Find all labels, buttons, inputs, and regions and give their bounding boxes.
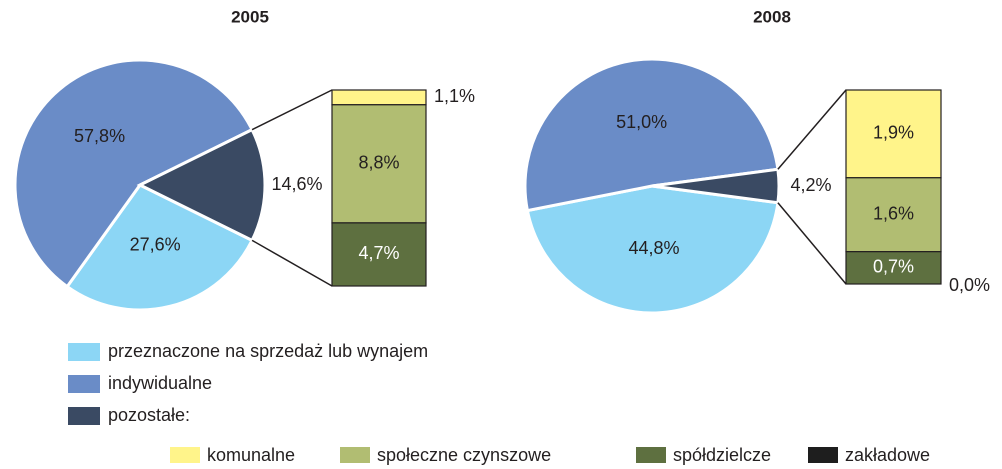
pie-label: 57,8%	[74, 126, 125, 146]
legend-label: komunalne	[207, 445, 295, 465]
bar-segment	[845, 177, 942, 253]
legend-swatch	[808, 447, 838, 463]
bar-segment	[331, 89, 427, 106]
connector	[251, 239, 333, 287]
pie-slice	[136, 127, 267, 243]
bar-label: 1,6%	[873, 203, 914, 223]
legend-swatch	[68, 375, 100, 393]
legend-swatch	[68, 343, 100, 361]
legend-label: pozostałe:	[108, 405, 190, 425]
bar-segment	[331, 104, 427, 224]
bar-segment	[845, 89, 942, 179]
chart-title: 2005	[231, 7, 269, 26]
legend-label: spółdzielcze	[673, 445, 771, 465]
bar-label: 1,9%	[873, 123, 914, 143]
legend-swatch	[636, 447, 666, 463]
connector	[251, 89, 333, 131]
bar-segment	[331, 222, 427, 287]
legend-label: zakładowe	[845, 445, 930, 465]
pie-label: 44,8%	[628, 238, 679, 258]
bar-label: 4,7%	[358, 243, 399, 263]
pie-label: 14,6%	[271, 174, 322, 194]
legend-label: indywidualne	[108, 373, 212, 393]
bar-label: 0,7%	[873, 257, 914, 277]
bar-label: 8,8%	[358, 153, 399, 173]
pie-slice	[523, 57, 780, 213]
connector	[777, 202, 847, 285]
connector	[777, 89, 847, 170]
pie-slice	[13, 58, 255, 289]
legend-label: przeznaczone na sprzedaż lub wynajem	[108, 341, 428, 361]
pie-slice	[651, 167, 781, 205]
pie-slice	[525, 184, 780, 315]
chart-title: 2008	[753, 7, 791, 26]
bar-label: 1,1%	[434, 86, 475, 106]
legend-swatch	[170, 447, 200, 463]
bar-label: 0,0%	[949, 275, 990, 295]
pie-slice	[65, 183, 255, 312]
pie-label: 4,2%	[790, 175, 831, 195]
legend-swatch	[68, 407, 100, 425]
legend-label: społeczne czynszowe	[377, 445, 551, 465]
legend-swatch	[340, 447, 370, 463]
pie-label: 51,0%	[616, 112, 667, 132]
pie-label: 27,6%	[130, 234, 181, 254]
bar-segment	[845, 251, 942, 285]
